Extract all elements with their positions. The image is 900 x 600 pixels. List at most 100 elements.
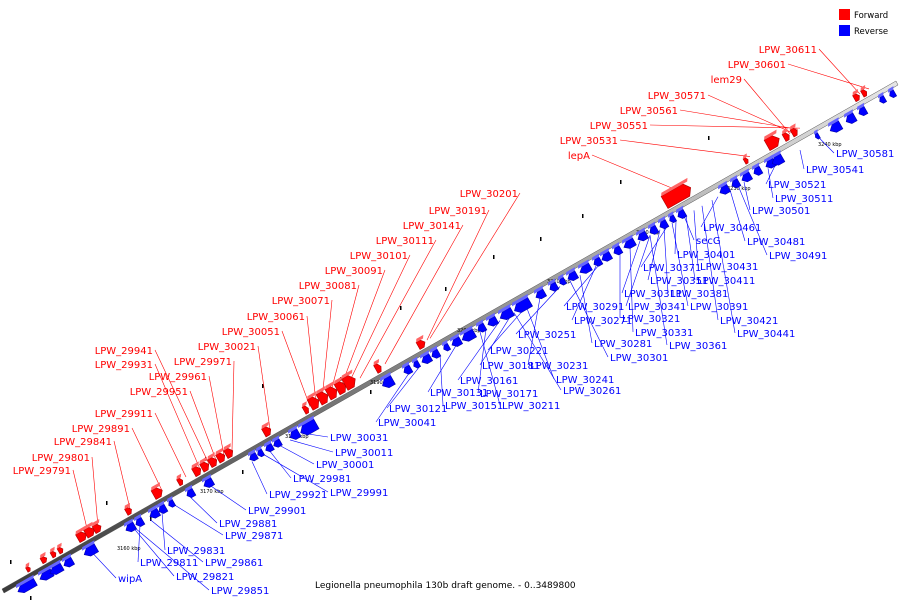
leader-line bbox=[819, 138, 835, 154]
gene-label: LPW_30331 bbox=[635, 328, 693, 339]
gene-label: LPW_30171 bbox=[480, 389, 538, 400]
gene-label: LPW_30341 bbox=[628, 302, 686, 313]
leader-line bbox=[513, 312, 562, 391]
leader-line bbox=[477, 328, 487, 394]
gene-label: LPW_30321 bbox=[622, 314, 680, 325]
reverse-gene bbox=[133, 513, 146, 527]
reverse-gene bbox=[611, 242, 624, 256]
reverse-gene bbox=[533, 285, 548, 300]
gene-label: LPW_30221 bbox=[490, 346, 548, 357]
forward-gene bbox=[191, 461, 202, 478]
forward-gene bbox=[306, 391, 320, 411]
gene-label: LPW_30531 bbox=[560, 136, 618, 147]
gene-label: LPW_30511 bbox=[775, 194, 833, 205]
tick-label: 3230 kbp bbox=[727, 186, 751, 192]
leader-line bbox=[767, 168, 774, 199]
gene-label: LPW_29921 bbox=[269, 490, 327, 501]
reverse-gene-labels: LPW_30581LPW_30541LPW_30521LPW_30511LPW_… bbox=[118, 149, 894, 597]
gene-label: LPW_30071 bbox=[272, 296, 330, 307]
leader-line bbox=[279, 445, 315, 465]
gene-label: LPW_30001 bbox=[316, 460, 374, 471]
reverse-gene bbox=[887, 86, 898, 98]
reverse-gene bbox=[475, 319, 488, 333]
gene-label: LPW_30201 bbox=[460, 189, 518, 200]
leader-line bbox=[671, 222, 689, 307]
reverse-gene bbox=[441, 339, 452, 352]
gene-label: LPW_29931 bbox=[95, 360, 153, 371]
leader-line bbox=[91, 456, 99, 528]
leader-line bbox=[765, 163, 777, 185]
reverse-gene bbox=[184, 484, 197, 498]
gene-label: LPW_30501 bbox=[752, 206, 810, 217]
leader-line bbox=[649, 124, 801, 129]
forward-gene-labels: LPW_30611 LPW_30601 lem29 LPW_30571 LPW_3056… bbox=[13, 45, 817, 477]
leader-line bbox=[154, 412, 187, 478]
gene-label: LPW_29861 bbox=[205, 558, 263, 569]
forward-gene bbox=[83, 521, 95, 539]
leader-line bbox=[743, 78, 791, 134]
leader-line bbox=[133, 528, 175, 577]
leader-line bbox=[321, 299, 333, 400]
reverse-gene bbox=[449, 333, 464, 347]
leader-line bbox=[685, 214, 696, 281]
leader-line bbox=[700, 196, 719, 228]
gene-label: LPW_29901 bbox=[248, 506, 306, 517]
reverse-gene bbox=[667, 211, 678, 223]
leader-line bbox=[679, 109, 799, 130]
gene-label: LPW_29801 bbox=[32, 453, 90, 464]
reverse-gene bbox=[729, 174, 742, 189]
reverse-gene bbox=[47, 559, 65, 575]
tick-label: 3220 kbp bbox=[636, 230, 660, 236]
gene-label: LPW_30081 bbox=[299, 281, 357, 292]
gene-label: LPW_30491 bbox=[769, 251, 827, 262]
forward-gene bbox=[91, 519, 102, 534]
gene-label: LPW_30571 bbox=[648, 91, 706, 102]
legend-swatch-forward bbox=[839, 9, 850, 20]
leader-line bbox=[137, 525, 141, 563]
leader-line bbox=[154, 363, 201, 470]
leader-line bbox=[161, 512, 166, 551]
reverse-gene bbox=[147, 504, 162, 519]
leader-line bbox=[427, 345, 457, 393]
reverse-gene bbox=[577, 259, 593, 274]
leader-line bbox=[479, 331, 501, 406]
gene-label: LPW_30381 bbox=[670, 289, 728, 300]
reverse-gene bbox=[511, 293, 533, 313]
gene-label: LPW_30431 bbox=[700, 262, 758, 273]
gene-label: LPW_30291 bbox=[566, 302, 624, 313]
leader-line bbox=[429, 192, 521, 339]
leader-line bbox=[711, 200, 736, 334]
leader-line bbox=[257, 345, 271, 430]
leader-line bbox=[629, 246, 634, 333]
gene-label: LPW_29841 bbox=[54, 437, 112, 448]
leader-line bbox=[289, 439, 334, 453]
forward-gene bbox=[215, 447, 226, 464]
forward-leader-lines bbox=[72, 48, 870, 533]
reverse-gene bbox=[287, 425, 302, 440]
reverse-gene bbox=[497, 303, 516, 321]
tick-label: 3210 kbp bbox=[547, 279, 571, 285]
gene-label: LPW_30481 bbox=[747, 237, 805, 248]
gene-label: LPW_30211 bbox=[502, 401, 560, 412]
forward-gene bbox=[860, 84, 867, 98]
gene-label: LPW_29891 bbox=[72, 424, 130, 435]
gene-label: LPW_30251 bbox=[518, 330, 576, 341]
gene-label: LPW_29851 bbox=[211, 586, 269, 597]
reverse-gene bbox=[739, 168, 754, 183]
gene-label: LPW_30131 bbox=[430, 388, 488, 399]
forward-gene bbox=[261, 421, 272, 438]
gene-label: LPW_30151 bbox=[445, 401, 503, 412]
gene-label: LPW_30241 bbox=[556, 375, 614, 386]
reverse-gene bbox=[15, 574, 38, 594]
reverse-gene bbox=[459, 325, 478, 342]
gene-label: LPW_29911 bbox=[95, 409, 153, 420]
gene-label: LPW_30441 bbox=[737, 329, 795, 340]
forward-gene bbox=[176, 473, 183, 487]
forward-gene bbox=[373, 358, 382, 374]
forward-gene bbox=[124, 502, 132, 516]
leader-line bbox=[457, 320, 501, 381]
reverse-gene bbox=[61, 553, 76, 568]
leader-line bbox=[640, 224, 669, 268]
forward-gene bbox=[39, 551, 48, 565]
